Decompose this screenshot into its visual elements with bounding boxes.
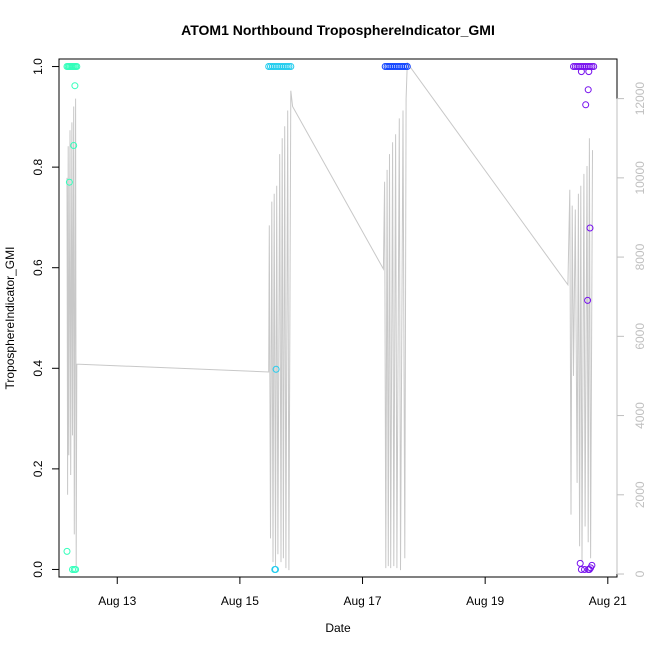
- secondary-trace-line: [66, 61, 593, 571]
- data-point-s4-13: [577, 68, 585, 76]
- y2-tick-label: 4000: [633, 402, 647, 429]
- data-point-s1-14: [71, 82, 79, 90]
- data-point-s1-9: [73, 63, 81, 70]
- data-point-s4-25: [588, 561, 596, 569]
- data-point-s2-13: [287, 63, 295, 70]
- y-axis: 0.0 0.2 0.4 0.6 0.8 1.0: [31, 58, 59, 578]
- y2-axis: 0 2000 4000 6000 8000 10000 12000: [616, 82, 647, 577]
- secondary-trace-layer: [66, 61, 593, 571]
- y-tick-label: 0.2: [31, 460, 45, 477]
- plot-frame: [58, 58, 618, 578]
- data-point-s1-15: [63, 547, 71, 555]
- y-axis-label: TroposphereIndicator_GMI: [3, 247, 17, 390]
- data-point-s2-16: [272, 365, 280, 373]
- y2-tick-label: 2000: [633, 481, 647, 508]
- data-point-s4-17: [586, 224, 594, 232]
- y2-tick-label: 8000: [633, 243, 647, 270]
- x-axis: Aug 13 Aug 15 Aug 17 Aug 19 Aug 21: [98, 576, 627, 608]
- y-tick-label: 0.0: [31, 561, 45, 578]
- y-tick-label: 0.4: [31, 360, 45, 377]
- y-tick-label: 0.8: [31, 158, 45, 175]
- x-tick-label: Aug 15: [221, 594, 259, 608]
- y2-tick-label: 12000: [633, 82, 647, 116]
- data-point-s4-14: [585, 68, 593, 76]
- data-point-s4-20: [577, 566, 585, 573]
- x-tick-label: Aug 21: [589, 594, 627, 608]
- data-point-s4-12: [590, 63, 598, 70]
- x-tick-label: Aug 13: [98, 594, 136, 608]
- y-tick-label: 1.0: [31, 58, 45, 75]
- y2-tick-label: 0: [633, 570, 647, 577]
- data-point-s1-10: [65, 178, 73, 186]
- chart-title: ATOM1 Northbound TroposphereIndicator_GM…: [181, 22, 495, 38]
- data-point-s4-18: [584, 296, 592, 304]
- data-point-s4-15: [582, 101, 590, 109]
- data-point-s3-11: [400, 63, 408, 70]
- data-point-s3-13: [403, 63, 411, 70]
- data-point-s2-15: [272, 566, 279, 573]
- y-tick-label: 0.6: [31, 259, 45, 276]
- y2-tick-label: 10000: [633, 161, 647, 195]
- data-point-s4-10: [586, 63, 594, 70]
- data-point-s4-19: [576, 559, 584, 567]
- data-point-s2-12: [285, 63, 293, 70]
- data-point-s1-12: [70, 142, 78, 149]
- data-point-s1-16: [72, 566, 80, 573]
- y2-tick-label: 6000: [633, 323, 647, 350]
- data-points-layer: [63, 63, 598, 573]
- data-point-s4-16: [584, 86, 592, 94]
- x-tick-label: Aug 17: [344, 594, 382, 608]
- x-tick-label: Aug 19: [466, 594, 504, 608]
- x-axis-label: Date: [325, 621, 351, 635]
